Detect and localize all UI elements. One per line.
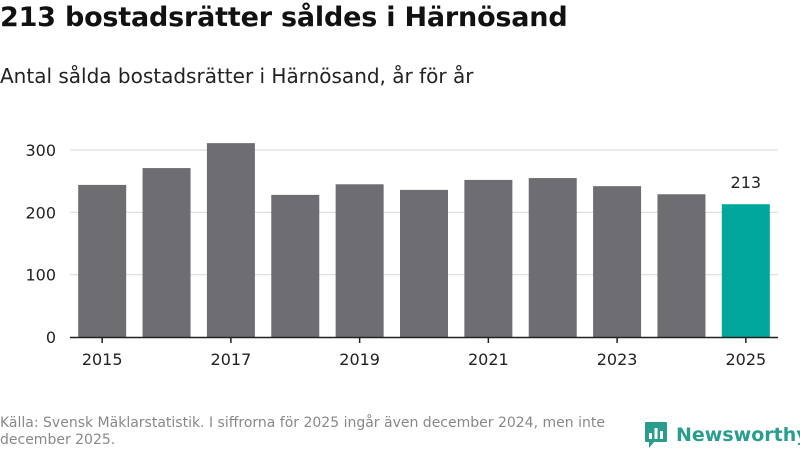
bar-2021 [464,179,513,337]
y-tick-label-200: 200 [25,203,56,222]
bar-2018 [271,194,320,337]
x-tick-label-2023: 2023 [597,350,638,369]
bar-chart: 0 100 200 300 213 2015 2017 2019 2021 2023 2025 [25,141,778,369]
newsworthy-bar-chart-icon [645,422,667,448]
bar-2023 [593,186,642,337]
bar-2017 [206,143,255,337]
bar-2025 [721,204,770,337]
x-tick-label-2025: 2025 [725,350,766,369]
data-label-2025: 213 [731,173,762,192]
x-tick-label-2015: 2015 [82,350,123,369]
bar-2019 [335,184,384,337]
x-tick-label-2019: 2019 [339,350,380,369]
chart-subtitle: Antal sålda bostadsrätter i Härnösand, å… [0,64,474,88]
bar-2016 [142,168,191,337]
x-tick-label-2021: 2021 [468,350,509,369]
chart-title: 213 bostadsrätter såldes i Härnösand [0,2,568,33]
y-tick-label-300: 300 [25,141,56,160]
brand-logo: Newsworthy [644,420,800,450]
y-tick-label-0: 0 [46,328,56,347]
bar-2020 [400,189,448,337]
y-tick-label-100: 100 [25,266,56,285]
bar-2024 [657,194,706,337]
x-tick-label-2017: 2017 [211,350,252,369]
source-note: Källa: Svensk Mäklarstatistik. I siffror… [0,415,605,448]
bar-2022 [528,178,577,337]
bar-2015 [78,184,127,337]
brand-name: Newsworthy [676,424,800,446]
